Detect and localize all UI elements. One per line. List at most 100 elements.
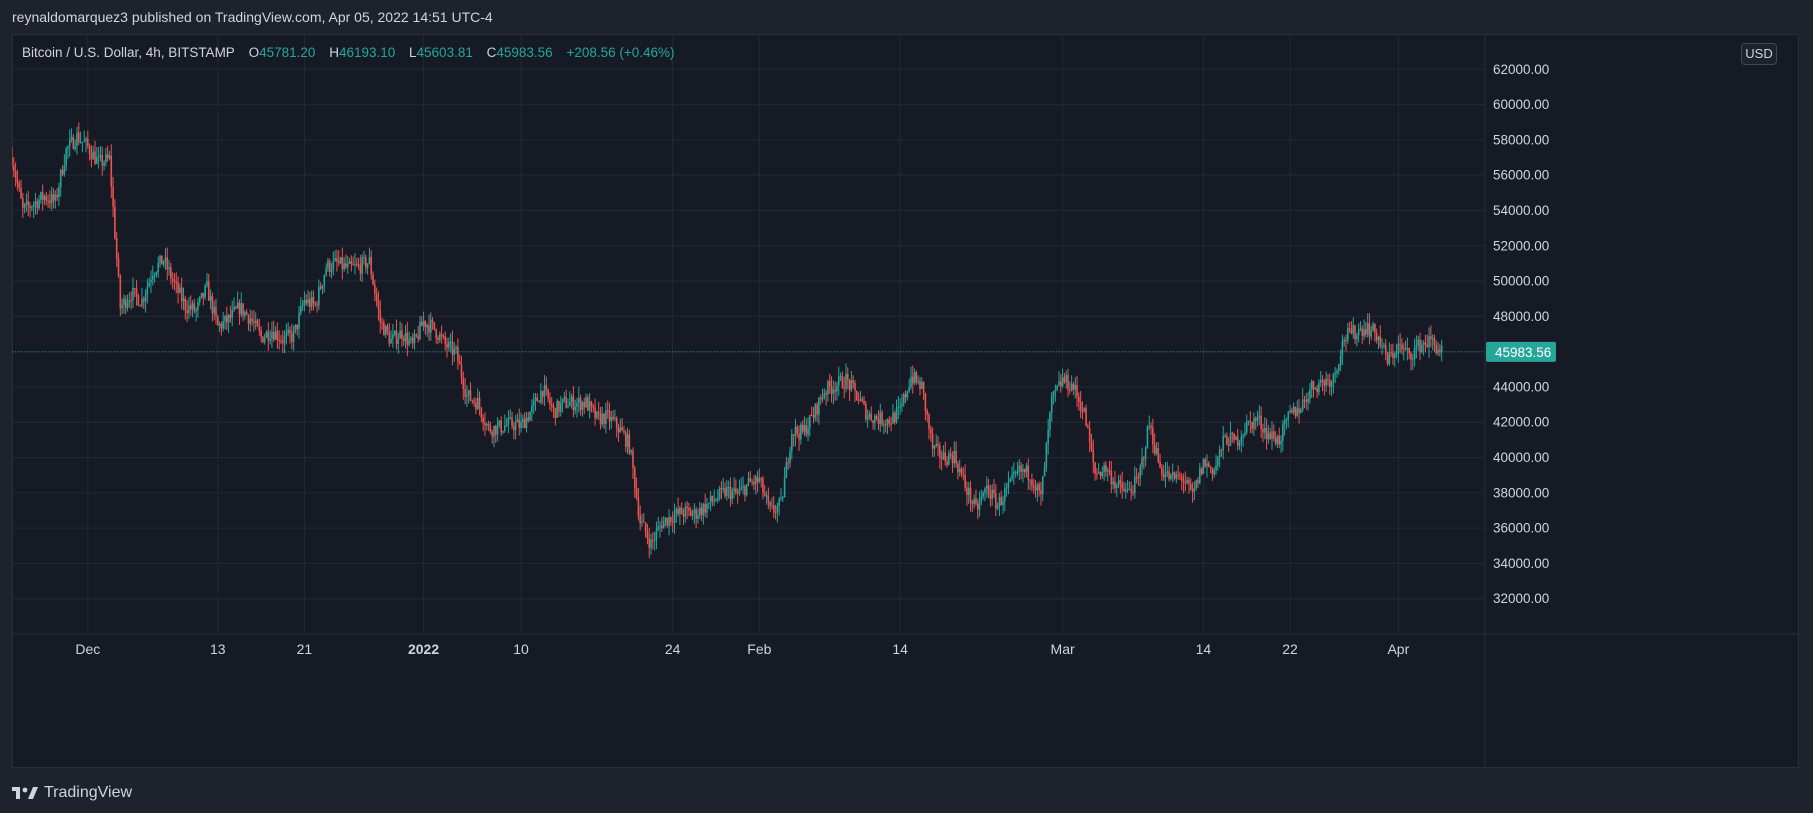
candle-body <box>1184 482 1187 484</box>
candle-body <box>951 455 954 464</box>
candle-body <box>819 397 822 400</box>
candle-body <box>312 297 315 304</box>
candle-body <box>1238 442 1241 446</box>
footer-brand[interactable]: TradingView <box>12 782 132 804</box>
candle-body <box>155 272 158 275</box>
candle-body <box>1229 432 1232 446</box>
x-tick-label: Feb <box>747 641 771 657</box>
candle-body <box>1388 352 1391 364</box>
candle-body <box>1054 389 1057 392</box>
candle-body <box>386 325 389 332</box>
candle-body <box>94 151 96 164</box>
candle-body <box>139 305 141 307</box>
candle-body <box>204 285 206 298</box>
candle-body <box>1050 395 1053 413</box>
candle-body <box>278 340 280 342</box>
candle-body <box>1271 431 1273 439</box>
candle-body <box>1424 342 1427 345</box>
candle-body <box>1058 381 1060 386</box>
candlestick-chart[interactable]: 32000.00 34000.00 36000.00 38000.00 40000.00… <box>12 34 1799 768</box>
candle-body <box>144 294 147 302</box>
candle-body <box>245 311 248 315</box>
candle-body <box>641 521 643 524</box>
candle-body <box>1318 382 1320 393</box>
candle-body <box>606 410 609 412</box>
candle-body <box>688 508 690 511</box>
candle-body <box>233 307 235 310</box>
candle-body <box>828 381 831 387</box>
candle-body <box>998 497 1001 507</box>
candle-body <box>1321 379 1324 381</box>
candle-body <box>1289 410 1291 413</box>
candle-body <box>1377 336 1380 341</box>
symbol-name[interactable]: Bitcoin / U.S. Dollar, 4h, BITSTAMP <box>22 45 235 60</box>
candle-body <box>1294 406 1297 416</box>
candle-body <box>1007 481 1010 488</box>
candle-body <box>1421 344 1423 352</box>
candle-body <box>1197 480 1199 484</box>
y-tick-label: 60000.00 <box>1493 97 1549 112</box>
candle-body <box>67 146 69 149</box>
candle-body <box>592 405 595 408</box>
candle-body <box>565 396 567 408</box>
candle-body <box>722 488 725 490</box>
candle-body <box>1206 463 1208 467</box>
candle-body <box>285 333 288 336</box>
candle-body <box>1345 340 1347 342</box>
candle-body <box>1395 353 1398 355</box>
currency-badge[interactable]: USD <box>1741 43 1777 65</box>
candle-body <box>814 404 817 418</box>
candle-body <box>621 427 623 431</box>
candle-body <box>339 257 342 264</box>
candle-body <box>81 141 84 143</box>
candle-body <box>267 331 270 341</box>
candle-body <box>1195 480 1197 489</box>
candle-body <box>507 417 510 425</box>
candle-body <box>520 422 522 428</box>
candle-body <box>531 405 533 413</box>
candle-body <box>1357 329 1360 336</box>
candle-body <box>576 402 578 407</box>
candle-body <box>890 423 892 425</box>
candle-body <box>428 325 430 333</box>
candle-body <box>61 170 64 175</box>
y-tick-label: 56000.00 <box>1493 168 1549 183</box>
candle-body <box>393 330 396 335</box>
x-tick-label: 14 <box>1196 641 1212 657</box>
candle-body <box>439 334 441 341</box>
candle-body <box>758 478 761 482</box>
candle-body <box>1200 468 1203 474</box>
candle-body <box>783 477 786 498</box>
candle-body <box>1211 467 1214 475</box>
candle-body <box>36 201 39 209</box>
candle-body <box>1247 420 1250 422</box>
candle-body <box>657 526 660 531</box>
candle-body <box>1124 489 1127 492</box>
candle-body <box>63 165 66 175</box>
candle-body <box>975 498 977 504</box>
candle-body <box>332 260 335 270</box>
close-label: C <box>486 45 497 60</box>
candle-body <box>193 303 196 312</box>
candle-body <box>296 324 299 329</box>
candle-body <box>346 263 349 268</box>
candle-body <box>1063 377 1066 383</box>
candle-body <box>924 392 927 412</box>
candle-body <box>673 514 676 523</box>
x-tick-label: Apr <box>1387 641 1409 657</box>
candle-body <box>77 132 80 143</box>
candle-body <box>1440 345 1443 352</box>
candle-body <box>821 397 824 400</box>
candle-body <box>38 199 40 209</box>
candle-body <box>1323 380 1326 386</box>
candle-body <box>184 298 187 311</box>
candle-body <box>1000 497 1003 505</box>
candle-body <box>596 411 598 419</box>
candle-body <box>1175 474 1178 479</box>
candle-body <box>161 255 163 265</box>
candle-body <box>953 450 956 464</box>
candle-body <box>467 390 470 396</box>
candle-body <box>343 263 345 270</box>
candle-body <box>1070 383 1073 391</box>
candle-body <box>630 450 632 453</box>
